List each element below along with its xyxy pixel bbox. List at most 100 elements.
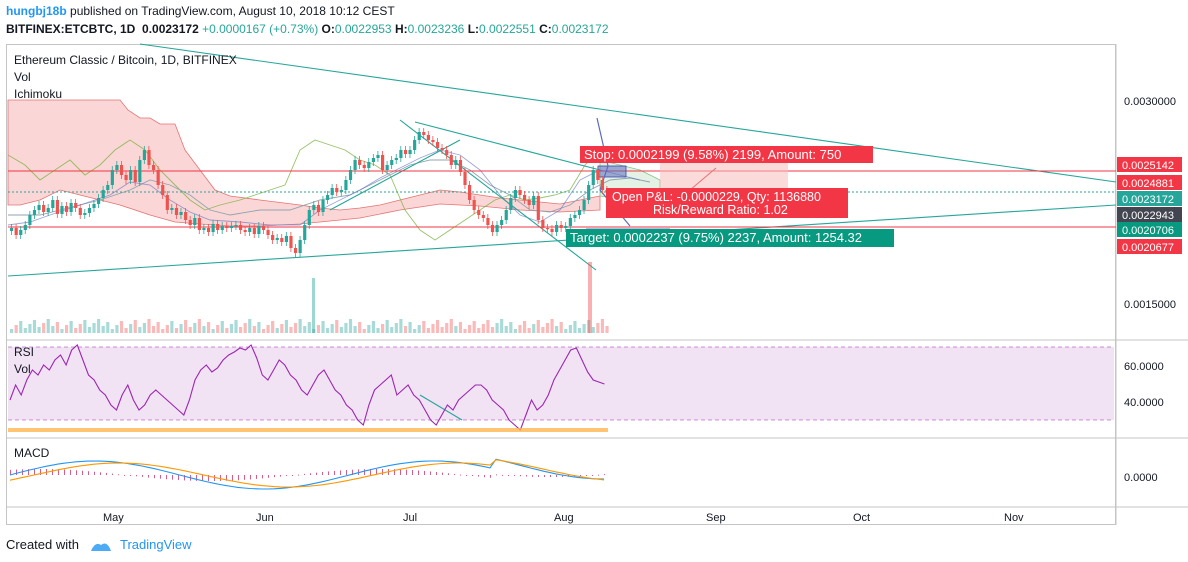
volume-bar [280,324,284,333]
entry-box [597,165,627,178]
candle-body [138,160,142,182]
candle-body [587,185,591,200]
volume-bar [445,323,449,333]
macd-hist-bar [40,468,41,475]
volume-bar [358,322,362,333]
target-label-bg [566,229,894,247]
tradingview-link[interactable]: TradingView [120,537,192,552]
volume-bar [440,327,444,333]
candle-body [133,170,137,182]
macd-hist-bar [136,475,137,477]
price-tag-bg [1117,222,1182,237]
macd-hist-bar [160,475,161,479]
price-tag: 0.0025142 [1122,160,1174,172]
candle-body [330,188,334,195]
volume-bar [133,320,137,333]
macd-tick-1: 0.0000 [1124,472,1158,484]
low-label: L: [467,22,480,36]
volume-bar [110,329,114,333]
macd-hist-bar [406,469,407,475]
candle-body [358,160,362,165]
volume-bar [97,319,101,333]
macd-hist-bar [202,475,203,481]
volume-bar [179,324,183,333]
candle-body [564,226,568,228]
candle-body [353,160,357,170]
volume-bar [486,320,490,333]
volume-bar [532,324,536,333]
candle-body [225,226,229,228]
tradingview-logo-icon[interactable] [89,539,113,553]
candle-body [28,215,32,225]
candle-body [248,228,252,232]
volume-bar [239,327,243,333]
candle-body [477,210,481,215]
candle-body [550,229,554,232]
trendline-short-2 [414,121,601,171]
candle-body [115,165,119,170]
price-tag-bg [1117,207,1182,222]
volume-bar [69,321,73,333]
trendline-lower [7,204,1117,277]
candle-body [293,248,298,253]
macd-hist-bar [442,472,443,475]
macd-hist-bar [322,472,323,475]
author-name[interactable]: hungbj18b [6,4,67,18]
candle-body [165,195,169,210]
candle-body [312,205,316,210]
trendline-upper [139,43,1117,183]
volume-bar [495,323,499,333]
price-tag: 0.0020706 [1122,225,1174,237]
volume-bar [385,320,389,333]
volume-bar [326,328,330,333]
volume-bar [216,325,220,333]
candle-body [87,208,92,213]
macd-hist-bar [292,475,293,476]
candle-body [37,205,41,210]
macd-hist-bar [220,475,221,481]
candle-body [518,190,522,195]
candle-body [522,195,527,200]
candle-body [559,225,563,228]
candle-body [417,132,421,140]
volume-bar [600,319,605,333]
volume-bar [353,326,357,333]
volume-bar [129,324,133,333]
projection-red [689,167,717,191]
candle-body [14,228,18,235]
candle-body [284,236,288,242]
volume-bar [403,326,408,333]
macd-hist-bar [490,475,491,478]
candle-body [555,225,559,232]
price-tag-bg [1117,157,1182,172]
volume-bar [573,321,577,333]
candle-body [211,224,215,232]
candle-body [321,200,325,212]
ichimoku-label: Ichimoku [14,87,63,101]
macd-hist-bar [508,475,509,476]
volume-bar [161,329,165,333]
macd-hist-bar [466,475,467,476]
volume-bar [252,326,256,333]
macd-hist-bar [76,470,77,475]
volume-bar [298,319,302,333]
candle-body [271,235,275,240]
volume-bar [454,326,458,333]
volume-bar [197,319,201,333]
macd-signal-line [9,459,605,488]
candle-body [69,203,73,212]
candle-body [193,218,197,225]
rsi-band [8,347,1114,420]
volume-bar [591,327,595,333]
volume-bar [156,322,160,333]
macd-hist-bar [454,473,455,475]
candle-body [10,228,14,231]
macd-hist-bar [514,475,515,476]
candle-body [142,150,147,160]
candle-body [577,210,582,215]
volume-bar [458,322,463,333]
macd-hist-bar [214,475,215,482]
candle-body [335,188,339,192]
volume-bar [339,327,343,333]
